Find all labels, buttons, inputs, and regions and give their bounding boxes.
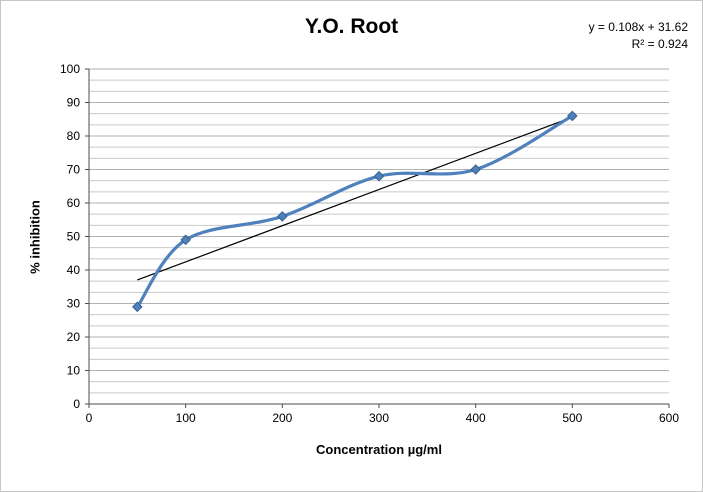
x-tick-label: 400: [466, 411, 486, 425]
y-tick-label: 80: [67, 129, 81, 143]
data-point-marker: [373, 170, 385, 182]
trendline: [137, 116, 573, 281]
chart-title: Y.O. Root: [304, 15, 399, 38]
y-tick-labels: 0 10 20 30 40 50 60 70 80 90 100: [60, 62, 80, 411]
y-tick-label: 0: [73, 397, 80, 411]
y-tick-label: 30: [67, 297, 81, 311]
trendline-annotation: y = 0.108x + 31.62 R² = 0.924: [589, 19, 688, 53]
data-point-marker: [470, 164, 481, 175]
data-point-marker: [277, 211, 288, 222]
data-point-marker: [180, 234, 191, 246]
y-axis-title: % inhibition: [27, 200, 43, 274]
x-tick-label: 300: [369, 411, 389, 425]
x-axis-title: Concentration µg/ml: [316, 442, 442, 457]
data-point-marker: [132, 301, 143, 313]
x-tick-label: 0: [86, 411, 93, 425]
y-tick-label: 50: [67, 230, 81, 244]
x-tick-label: 500: [562, 411, 582, 425]
tick-marks: [85, 68, 670, 408]
x-tick-label: 200: [272, 411, 292, 425]
y-tick-label: 40: [67, 263, 81, 277]
y-tick-label: 90: [67, 96, 81, 110]
x-tick-label: 100: [176, 411, 196, 425]
data-point-marker: [567, 110, 578, 122]
y-tick-label: 60: [67, 196, 81, 210]
trendline-group: [137, 116, 573, 281]
y-tick-label: 100: [60, 62, 80, 76]
x-tick-labels: 0 100 200 300 400 500 600: [86, 411, 680, 425]
gridlines: [89, 68, 669, 405]
y-tick-label: 70: [67, 163, 81, 177]
y-tick-label: 10: [67, 364, 81, 378]
x-tick-label: 600: [659, 411, 679, 425]
y-tick-label: 20: [67, 330, 81, 344]
series-group: [135, 114, 574, 309]
data-series-line: [135, 114, 574, 309]
r-squared-value: R² = 0.924: [631, 37, 688, 51]
series-markers: [132, 110, 578, 313]
trendline-equation: y = 0.108x + 31.62: [588, 20, 688, 34]
